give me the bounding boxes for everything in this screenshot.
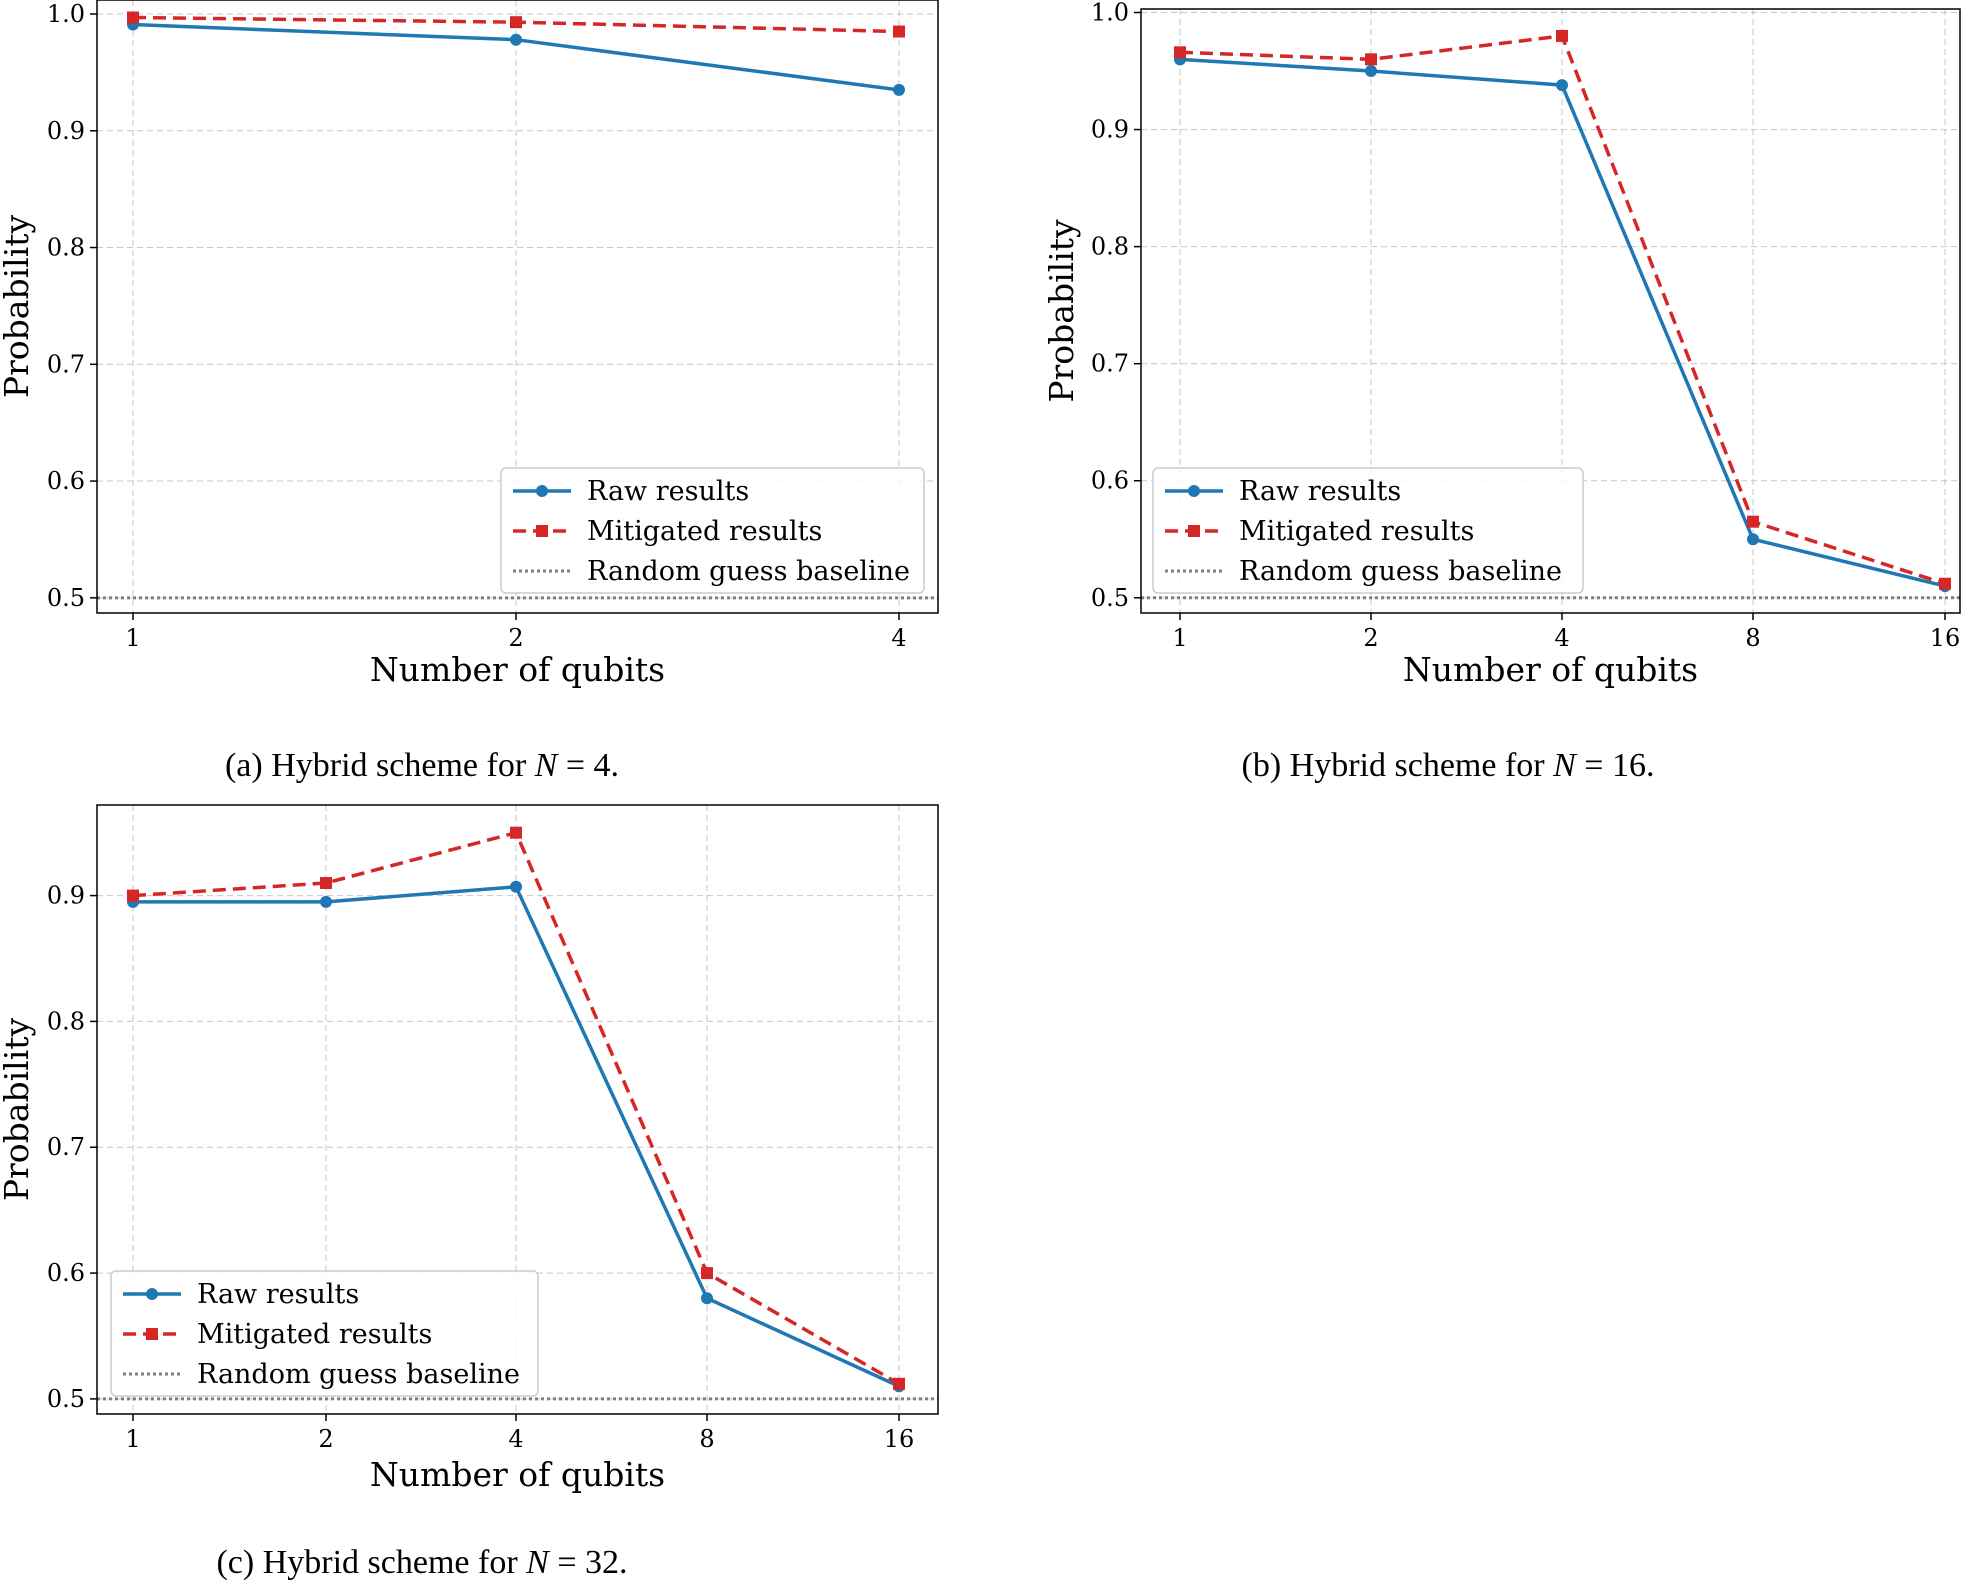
y-tick-label: 0.9 [47, 882, 85, 910]
x-tick-label: 4 [1554, 624, 1569, 652]
axes-frame [96, 0, 939, 614]
mitigated-point [127, 889, 139, 902]
y-tick-label: 0.9 [1091, 116, 1129, 144]
legend-baseline-label: Random guess baseline [587, 556, 910, 587]
axes-frame [96, 804, 939, 1415]
chart-panel-a: 1 2 4 0.5 0.6 0.7 0.8 0.9 1.0 Number of qubits Pro… [0, 0, 939, 784]
x-tick-label: 2 [318, 1425, 333, 1453]
y-tick-label: 0.5 [1091, 584, 1129, 612]
y-tick-label: 0.7 [47, 350, 85, 378]
x-tick-label: 1 [125, 624, 140, 652]
x-tick-label: 1 [1172, 624, 1187, 652]
mitigated-point [1747, 515, 1759, 528]
legend-mitigated-marker [1188, 525, 1200, 537]
panel-caption: (a) Hybrid scheme for N = 4. [225, 747, 619, 784]
legend-mitigated-label: Mitigated results [197, 1319, 432, 1350]
x-tick-label: 4 [508, 1425, 523, 1453]
y-axis-label: Probability [0, 1017, 36, 1201]
mitigated-point [510, 826, 522, 839]
y-tick-label: 0.6 [47, 1259, 85, 1287]
mitigated-point [1939, 577, 1951, 590]
mitigated-point [893, 25, 905, 38]
legend-raw-marker [146, 1288, 158, 1300]
legend-baseline-label: Random guess baseline [197, 1359, 520, 1390]
raw-point [893, 83, 905, 96]
x-axis-label: Number of qubits [1403, 650, 1698, 689]
raw-point [1747, 533, 1759, 546]
legend-raw-label: Raw results [587, 476, 749, 507]
raw-point [701, 1292, 713, 1305]
mitigated-point [510, 16, 522, 29]
x-tick-label: 8 [1745, 624, 1760, 652]
mitigated-point [701, 1267, 713, 1280]
y-tick-label: 0.8 [1091, 233, 1129, 261]
raw-point [510, 33, 522, 46]
y-tick-label: 0.6 [47, 467, 85, 495]
legend-raw-marker [536, 485, 548, 497]
mitigated-point [1556, 29, 1568, 42]
x-tick-label: 4 [891, 624, 906, 652]
raw-point [320, 895, 332, 908]
y-tick-label: 0.7 [47, 1133, 85, 1161]
x-tick-label: 16 [884, 1425, 915, 1453]
y-tick-label: 0.7 [1091, 350, 1129, 378]
legend-baseline-label: Random guess baseline [1239, 556, 1562, 587]
mitigated-point [893, 1377, 905, 1390]
x-tick-label: 1 [125, 1425, 140, 1453]
y-tick-label: 0.9 [47, 117, 85, 145]
legend-raw-label: Raw results [197, 1279, 359, 1310]
raw-point [1365, 65, 1377, 78]
legend-box [1152, 467, 1584, 594]
legend: Raw results Mitigated results Random guess… [500, 467, 925, 594]
x-axis-label: Number of qubits [370, 650, 665, 689]
x-axis-label: Number of qubits [370, 1455, 665, 1494]
legend-raw-marker [1188, 485, 1200, 497]
x-tick-label: 2 [1363, 624, 1378, 652]
axes-frame [1140, 8, 1961, 614]
panel-caption: (b) Hybrid scheme for N = 16. [1242, 747, 1655, 784]
legend-mitigated-label: Mitigated results [587, 516, 822, 547]
mitigated-point [127, 11, 139, 24]
legend-box [110, 1270, 539, 1397]
mitigated-point [320, 877, 332, 890]
legend-mitigated-label: Mitigated results [1239, 516, 1474, 547]
legend: Raw results Mitigated results Random guess… [110, 1270, 539, 1397]
y-tick-label: 0.8 [47, 1007, 85, 1035]
legend: Raw results Mitigated results Random guess… [1152, 467, 1584, 594]
y-tick-label: 0.5 [47, 1385, 85, 1413]
legend-raw-label: Raw results [1239, 476, 1401, 507]
y-axis-label: Probability [0, 214, 36, 398]
x-tick-label: 2 [508, 624, 523, 652]
y-tick-label: 0.8 [47, 234, 85, 262]
raw-point [1556, 79, 1568, 92]
chart-panel-b: 1 2 4 8 16 0.5 0.6 0.7 0.8 0.9 1.0 Number of qubits… [1042, 0, 1961, 784]
y-tick-label: 1.0 [47, 0, 85, 28]
x-tick-label: 8 [699, 1425, 714, 1453]
y-tick-label: 1.0 [1091, 0, 1129, 27]
chart-panel-c: 1 2 4 8 16 0.5 0.6 0.7 0.8 0.9 Number of qubits Pro… [0, 804, 939, 1581]
mitigated-point [1365, 53, 1377, 66]
legend-mitigated-marker [536, 525, 548, 537]
x-tick-label: 16 [1930, 624, 1961, 652]
legend-mitigated-marker [146, 1328, 158, 1340]
panel-caption: (c) Hybrid scheme for N = 32. [216, 1544, 627, 1581]
legend-box [500, 467, 925, 594]
raw-point [510, 880, 522, 893]
y-tick-label: 0.6 [1091, 467, 1129, 495]
y-tick-label: 0.5 [47, 584, 85, 612]
mitigated-point [1174, 46, 1186, 59]
y-axis-label: Probability [1042, 219, 1081, 403]
